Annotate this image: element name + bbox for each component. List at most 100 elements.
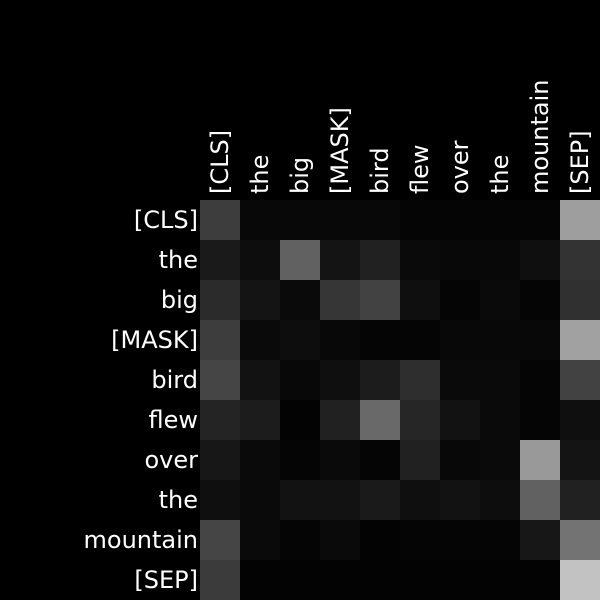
heatmap-cell-r7-c8 [520,480,560,520]
heatmap-cell-r1-c8 [520,240,560,280]
heatmap-cell-r4-c3 [320,360,360,400]
heatmap-cell-r6-c4 [360,440,400,480]
row-label: over [144,446,198,474]
heatmap-cell-r4-c0 [200,360,240,400]
heatmap-cell-r8-c6 [440,520,480,560]
heatmap-cell-r0-c1 [240,200,280,240]
column-label: flew [406,144,434,194]
heatmap-cell-r7-c9 [560,480,600,520]
heatmap-cell-r1-c7 [480,240,520,280]
heatmap-cell-r0-c3 [320,200,360,240]
heatmap-cell-r5-c4 [360,400,400,440]
heatmap-cell-r4-c5 [400,360,440,400]
heatmap-cell-r6-c2 [280,440,320,480]
heatmap-cell-r8-c2 [280,520,320,560]
heatmap-cell-r3-c7 [480,320,520,360]
row-label: [CLS] [134,206,198,234]
heatmap-cell-r9-c0 [200,560,240,600]
heatmap-cell-r2-c0 [200,280,240,320]
column-label: big [286,157,314,194]
heatmap-cell-r3-c6 [440,320,480,360]
heatmap-cell-r6-c9 [560,440,600,480]
heatmap-cell-r2-c4 [360,280,400,320]
heatmap-cell-r8-c0 [200,520,240,560]
heatmap-cell-r0-c8 [520,200,560,240]
heatmap-cell-r5-c5 [400,400,440,440]
column-label: the [486,155,514,194]
heatmap-cell-r1-c5 [400,240,440,280]
heatmap-cell-r8-c9 [560,520,600,560]
heatmap-cell-r3-c5 [400,320,440,360]
heatmap-cell-r2-c1 [240,280,280,320]
heatmap-cell-r4-c6 [440,360,480,400]
heatmap-cell-r2-c6 [440,280,480,320]
heatmap-cell-r5-c9 [560,400,600,440]
heatmap-cell-r7-c7 [480,480,520,520]
row-label: the [159,246,198,274]
heatmap-cell-r0-c5 [400,200,440,240]
heatmap-cell-r8-c8 [520,520,560,560]
heatmap-cell-r9-c6 [440,560,480,600]
column-labels: [CLS] the big [MASK] bird flew over the mountain… [206,80,594,194]
heatmap-cell-r7-c4 [360,480,400,520]
heatmap-cell-r4-c4 [360,360,400,400]
column-label: [SEP] [566,130,594,194]
heatmap-cell-r1-c0 [200,240,240,280]
heatmap-cell-r8-c7 [480,520,520,560]
heatmap-cell-r3-c8 [520,320,560,360]
heatmap-cell-r3-c0 [200,320,240,360]
heatmap-cell-r3-c3 [320,320,360,360]
heatmap-cell-r6-c6 [440,440,480,480]
heatmap-cell-r5-c3 [320,400,360,440]
heatmap-cell-r9-c3 [320,560,360,600]
heatmap-cell-r7-c5 [400,480,440,520]
heatmap-cell-r1-c1 [240,240,280,280]
heatmap-cell-r5-c6 [440,400,480,440]
row-label: the [159,486,198,514]
row-labels: [CLS] the big [MASK] bird flew over the mountain… [84,206,199,594]
heatmap-cell-r8-c5 [400,520,440,560]
heatmap-cell-r9-c2 [280,560,320,600]
heatmap-cell-r7-c1 [240,480,280,520]
heatmap-cell-r2-c2 [280,280,320,320]
heatmap-cell-r3-c2 [280,320,320,360]
row-label: flew [148,406,198,434]
heatmap-cell-r8-c3 [320,520,360,560]
heatmap-cell-r6-c0 [200,440,240,480]
column-label: bird [366,147,394,194]
heatmap-cell-r6-c8 [520,440,560,480]
heatmap-cell-r6-c7 [480,440,520,480]
heatmap-cell-r9-c9 [560,560,600,600]
row-label: mountain [84,526,198,554]
heatmap-cell-r0-c6 [440,200,480,240]
heatmap-cell-r4-c2 [280,360,320,400]
heatmap-cell-r6-c5 [400,440,440,480]
column-label: [CLS] [206,130,234,194]
row-label: big [161,286,198,314]
heatmap-cell-r5-c2 [280,400,320,440]
heatmap-cell-r1-c3 [320,240,360,280]
column-label: the [246,155,274,194]
heatmap-cell-r5-c0 [200,400,240,440]
heatmap-cell-r0-c2 [280,200,320,240]
heatmap-cell-r9-c8 [520,560,560,600]
heatmap-cell-r8-c1 [240,520,280,560]
heatmap-cell-r3-c1 [240,320,280,360]
heatmap-cell-r2-c8 [520,280,560,320]
heatmap-cell-r3-c9 [560,320,600,360]
heatmap-cell-r2-c7 [480,280,520,320]
heatmap-cells [200,200,600,600]
heatmap-cell-r5-c7 [480,400,520,440]
heatmap-cell-r1-c6 [440,240,480,280]
heatmap-cell-r0-c4 [360,200,400,240]
heatmap-cell-r0-c0 [200,200,240,240]
heatmap-cell-r2-c9 [560,280,600,320]
heatmap-cell-r7-c0 [200,480,240,520]
heatmap-cell-r0-c7 [480,200,520,240]
heatmap-cell-r6-c3 [320,440,360,480]
heatmap-cell-r4-c1 [240,360,280,400]
heatmap-cell-r3-c4 [360,320,400,360]
column-label: mountain [526,80,554,194]
column-label: [MASK] [326,107,354,194]
